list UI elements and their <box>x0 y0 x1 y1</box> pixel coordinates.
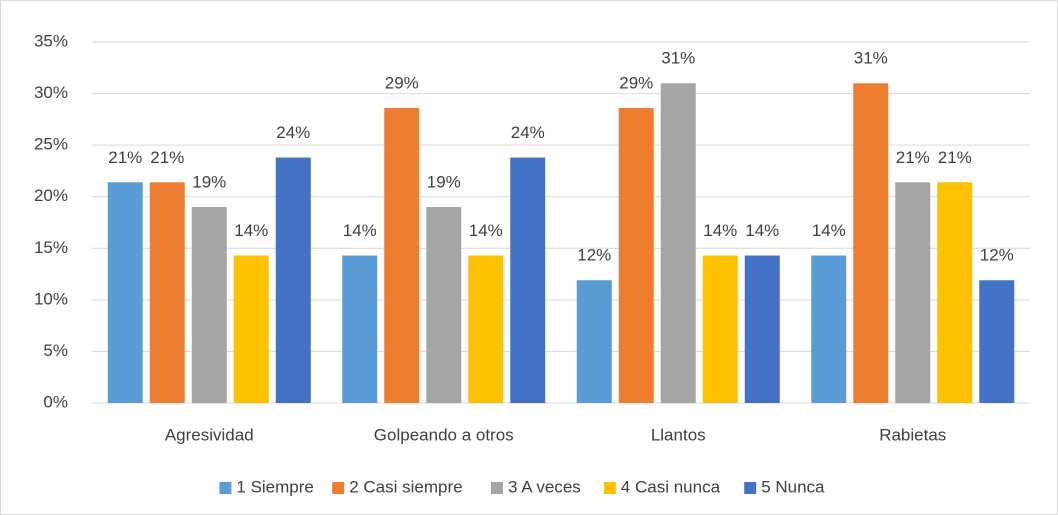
value-label: 12% <box>980 246 1014 265</box>
y-tick-label: 25% <box>34 135 68 154</box>
legend-swatch <box>219 482 232 494</box>
bar <box>191 207 227 403</box>
bar <box>275 157 311 403</box>
value-label: 12% <box>577 246 611 265</box>
x-tick-label: Rabietas <box>879 425 946 444</box>
y-tick-label: 0% <box>43 392 68 411</box>
value-label: 21% <box>150 148 184 167</box>
bar <box>895 182 931 403</box>
legend-swatch <box>332 482 345 494</box>
bar <box>937 182 973 403</box>
bar <box>618 108 654 404</box>
legend-swatch <box>491 482 503 494</box>
bar <box>233 255 269 403</box>
bar <box>468 255 504 403</box>
value-label: 21% <box>938 148 972 167</box>
y-tick-label: 5% <box>43 341 68 360</box>
bar <box>811 255 847 403</box>
legend-label: 4 Casi nunca <box>621 477 721 496</box>
value-label: 31% <box>661 49 695 68</box>
value-label: 14% <box>812 221 846 240</box>
y-tick-label: 10% <box>34 289 68 308</box>
y-tick-label: 30% <box>34 83 68 102</box>
bar <box>979 280 1015 403</box>
value-label: 21% <box>108 148 142 167</box>
value-label: 31% <box>854 49 888 68</box>
value-label: 29% <box>385 73 419 92</box>
value-label: 24% <box>276 123 310 142</box>
legend-label: 2 Casi siempre <box>349 477 462 496</box>
value-label: 14% <box>343 221 377 240</box>
bar <box>744 255 780 403</box>
legend-swatch <box>744 482 757 494</box>
legend-label: 1 Siempre <box>236 477 313 496</box>
bar <box>149 182 185 403</box>
y-tick-label: 15% <box>34 238 68 257</box>
value-label: 14% <box>469 221 503 240</box>
x-tick-label: Llantos <box>651 425 706 444</box>
value-label: 14% <box>234 221 268 240</box>
value-label: 21% <box>896 148 930 167</box>
value-label: 29% <box>619 73 653 92</box>
legend-swatch <box>603 482 616 494</box>
bar <box>853 83 889 403</box>
bar <box>342 255 378 403</box>
legend-label: 3 A veces <box>508 477 581 496</box>
value-label: 19% <box>192 173 226 192</box>
value-label: 14% <box>703 221 737 240</box>
value-label: 14% <box>745 221 779 240</box>
y-tick-label: 35% <box>34 31 68 50</box>
bar <box>510 157 546 403</box>
bar <box>576 280 612 403</box>
bar <box>384 108 420 404</box>
bar <box>660 83 696 403</box>
legend-label: 5 Nunca <box>761 477 825 496</box>
x-tick-label: Golpeando a otros <box>374 425 514 444</box>
bar <box>426 207 462 403</box>
value-label: 19% <box>427 173 461 192</box>
x-tick-label: Agresividad <box>165 425 254 444</box>
y-tick-label: 20% <box>34 186 68 205</box>
bar <box>107 182 143 403</box>
bar <box>702 255 738 403</box>
value-label: 24% <box>511 123 545 142</box>
